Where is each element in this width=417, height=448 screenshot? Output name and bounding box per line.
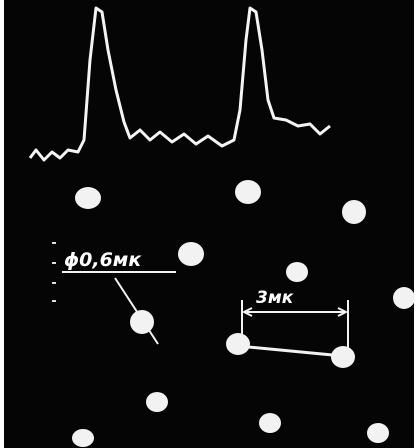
spot: [331, 346, 355, 368]
background: [4, 0, 414, 448]
spot: [342, 200, 366, 224]
spot: [130, 310, 154, 334]
mark: [52, 242, 56, 244]
spot: [367, 423, 389, 443]
spot: [146, 392, 168, 412]
spot: [75, 187, 101, 209]
spot: [286, 262, 308, 282]
spot: [235, 180, 261, 204]
spot: [393, 287, 415, 309]
spot: [72, 429, 94, 447]
mark: [52, 262, 56, 264]
spot: [259, 413, 281, 433]
diameter-label: ϕ0,6мк: [64, 249, 142, 271]
spot: [226, 333, 250, 355]
mark: [52, 282, 56, 284]
micrograph: ϕ0,6мк 3мк: [0, 0, 417, 448]
spot: [178, 242, 204, 266]
spacing-label: 3мк: [256, 288, 294, 308]
mark: [52, 300, 56, 302]
